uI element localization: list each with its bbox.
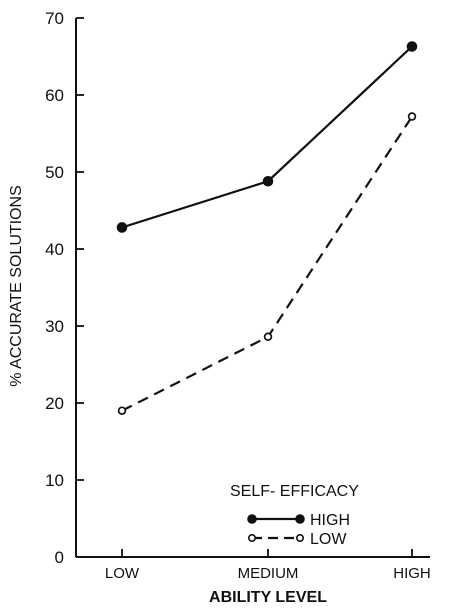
- x-tick-label: HIGH: [393, 565, 431, 582]
- tick-marks: 0 10 20 30 40 50 60 70 LOW MEDIUM HIGH: [45, 9, 431, 582]
- y-tick-label: 50: [45, 163, 64, 182]
- legend: SELF- EFFICACY HIGH LOW: [230, 483, 359, 548]
- data-point-high: [116, 222, 128, 233]
- y-tick-label: 30: [45, 317, 64, 336]
- y-tick-label: 10: [45, 471, 64, 490]
- data-point-high: [262, 175, 274, 187]
- axes: [75, 18, 430, 558]
- legend-label-high: HIGH: [310, 512, 350, 529]
- y-tick-label: 40: [45, 240, 64, 259]
- y-tick-label: 60: [45, 86, 64, 105]
- data-point-low: [263, 332, 273, 342]
- data-point-high: [406, 41, 418, 52]
- y-tick-label: 0: [55, 548, 64, 567]
- x-axis-label: ABILITY LEVEL: [209, 589, 327, 606]
- y-axis-label: % ACCURATE SOLUTIONS: [8, 185, 25, 387]
- legend-marker-low: [248, 533, 257, 542]
- legend-marker-low: [295, 533, 304, 542]
- data-point-low: [117, 406, 127, 415]
- legend-marker-high: [295, 514, 305, 524]
- x-tick-label: LOW: [105, 565, 140, 582]
- legend-marker-high: [247, 514, 257, 524]
- y-tick-label: 70: [45, 9, 64, 28]
- x-tick-label: MEDIUM: [238, 565, 299, 582]
- legend-label-low: LOW: [310, 531, 347, 548]
- data-point-low: [407, 112, 417, 121]
- series-lines: [121, 45, 413, 412]
- y-tick-label: 20: [45, 394, 64, 413]
- legend-title: SELF- EFFICACY: [230, 483, 359, 500]
- series-line-high: [121, 45, 413, 229]
- data-markers: [116, 41, 418, 415]
- series-line-low: [121, 115, 413, 412]
